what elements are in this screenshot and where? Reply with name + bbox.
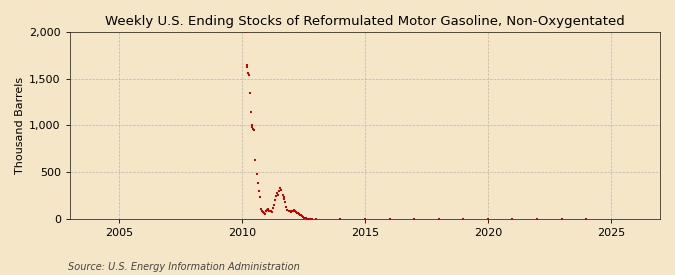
Point [292,211,303,216]
Point [265,209,275,214]
Point [556,217,567,221]
Point [408,217,419,221]
Point [250,158,261,162]
Point [288,208,299,212]
Point [278,194,289,199]
Point [300,216,311,221]
Point [240,30,251,34]
Point [249,128,260,132]
Point [243,71,254,75]
Point [269,203,279,207]
Point [251,172,262,176]
Point [243,73,254,77]
Point [248,127,259,131]
Point [263,207,273,211]
Point [433,217,444,221]
Point [294,213,305,217]
Point [260,212,271,216]
Point [384,217,395,221]
Point [507,217,518,221]
Point [262,207,273,212]
Point [275,186,286,190]
Point [532,217,543,221]
Point [264,208,275,213]
Point [284,209,295,214]
Point [282,207,293,212]
Point [241,62,252,67]
Point [483,217,493,221]
Point [305,217,316,221]
Point [276,188,287,192]
Point [286,209,297,213]
Point [246,110,256,115]
Point [290,210,301,214]
Point [273,192,284,197]
Text: Source: U.S. Energy Information Administration: Source: U.S. Energy Information Administ… [68,262,299,272]
Point [300,216,310,220]
Point [335,217,346,221]
Point [292,211,302,215]
Point [310,217,321,221]
Point [279,197,290,202]
Y-axis label: Thousand Barrels: Thousand Barrels [15,77,25,174]
Point [274,189,285,193]
Title: Weekly U.S. Ending Stocks of Reformulated Motor Gasoline, Non-Oxygentated: Weekly U.S. Ending Stocks of Reformulate… [105,15,625,28]
Point [270,198,281,202]
Point [254,195,265,200]
Point [252,180,263,185]
Point [267,210,277,214]
Point [277,192,288,197]
Point [296,214,307,218]
Point [286,210,296,214]
Point [458,217,468,221]
Point [280,200,291,204]
Point [289,209,300,214]
Point [302,216,313,221]
Point [294,212,304,216]
Point [247,125,258,130]
Point [360,217,371,221]
Point [284,208,294,213]
Point [272,191,283,195]
Point [257,210,268,214]
Point [298,215,308,219]
Point [304,217,315,221]
Point [268,205,279,210]
Point [580,217,591,221]
Point [288,208,298,213]
Point [242,64,252,69]
Point [306,217,317,221]
Point [256,207,267,211]
Point [246,123,257,128]
Point [281,205,292,209]
Point [244,90,255,95]
Point [298,215,309,220]
Point [265,209,276,213]
Point [261,209,271,214]
Point [254,189,265,193]
Point [271,193,281,198]
Point [256,209,267,214]
Point [296,213,306,218]
Point [259,211,269,216]
Point [303,216,314,221]
